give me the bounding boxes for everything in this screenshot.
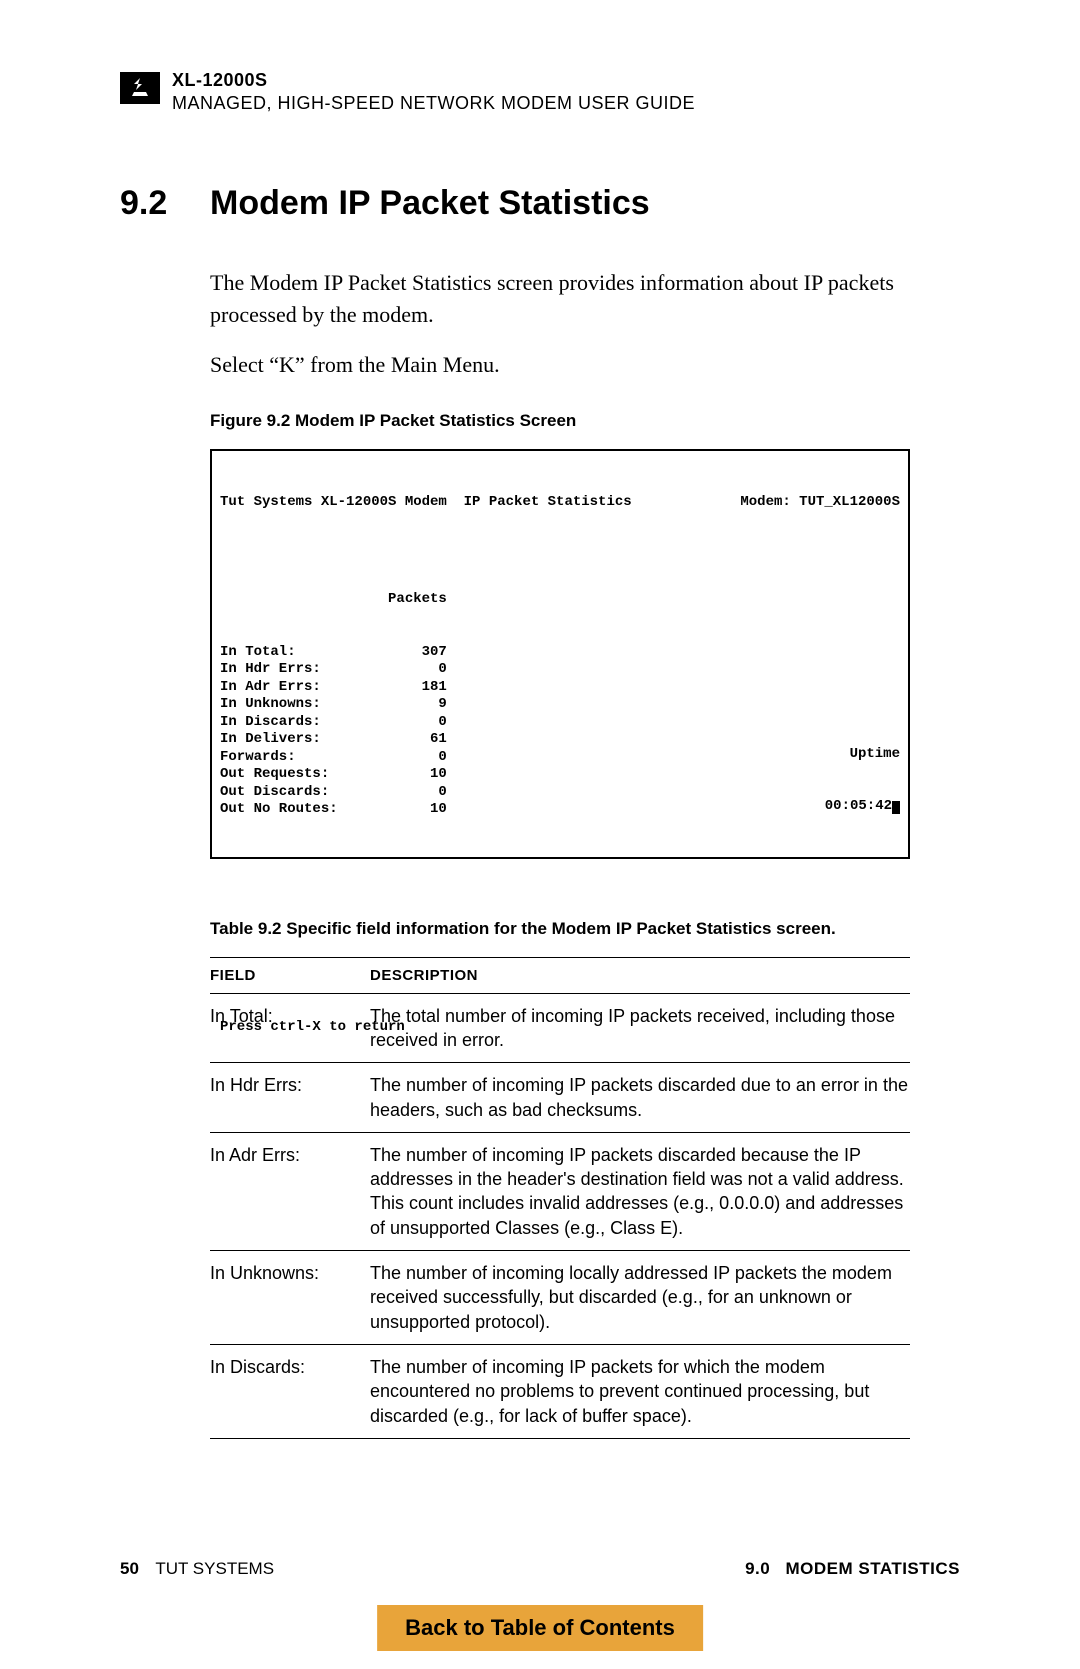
terminal-stat-row: Forwards: 0 (220, 749, 900, 767)
footer-section-name: MODEM STATISTICS (785, 1559, 960, 1578)
table-header-description: DESCRIPTION (370, 957, 910, 993)
terminal-stat-row: In Discards: 0 (220, 714, 900, 732)
footer-right: 9.0 MODEM STATISTICS (745, 1559, 960, 1579)
back-to-toc-link[interactable]: Back to Table of Contents (377, 1605, 703, 1651)
section-title: Modem IP Packet Statistics (210, 184, 650, 223)
footer-section-number: 9.0 (745, 1559, 770, 1578)
terminal-title-right: Modem: TUT_XL12000S (740, 494, 900, 512)
terminal-stat-row: Out Requests: 10 (220, 766, 900, 784)
body-paragraph-1: The Modem IP Packet Statistics screen pr… (210, 267, 960, 331)
footer-page-number: 50 (120, 1559, 139, 1578)
table-cell-description: The number of incoming locally addressed… (370, 1251, 910, 1345)
terminal-stat-row: In Total: 307 (220, 644, 900, 662)
table-row: In Adr Errs:The number of incoming IP pa… (210, 1132, 910, 1250)
terminal-title-left: Tut Systems XL-12000S Modem IP Packet St… (220, 494, 632, 512)
table-cell-field: In Discards: (210, 1344, 370, 1438)
terminal-stat-row: Out Discards: 0 (220, 784, 900, 802)
terminal-uptime-value: 00:05:42 (825, 798, 900, 816)
table-cell-description: The number of incoming IP packets for wh… (370, 1344, 910, 1438)
table-caption: Table 9.2 Specific field information for… (210, 919, 960, 939)
terminal-uptime-label: Uptime (825, 746, 900, 764)
terminal-uptime-block: Uptime 00:05:42 (825, 711, 900, 851)
body-paragraph-2: Select “K” from the Main Menu. (210, 349, 960, 381)
table-cell-field: In Adr Errs: (210, 1132, 370, 1250)
table-cell-field: In Unknowns: (210, 1251, 370, 1345)
table-header-row: FIELD DESCRIPTION (210, 957, 910, 993)
document-subtitle: MANAGED, HIGH-SPEED NETWORK MODEM USER G… (172, 93, 695, 114)
terminal-stat-row: In Unknowns: 9 (220, 696, 900, 714)
brand-icon (120, 72, 160, 104)
product-model: XL-12000S (172, 70, 695, 91)
footer-company: TUT SYSTEMS (155, 1559, 274, 1578)
page-footer: 50 TUT SYSTEMS 9.0 MODEM STATISTICS (120, 1559, 960, 1579)
section-number: 9.2 (120, 184, 210, 223)
table-cell-description: The number of incoming IP packets discar… (370, 1132, 910, 1250)
terminal-stat-row: In Delivers: 61 (220, 731, 900, 749)
terminal-column-header: Packets (220, 591, 900, 609)
table-row: In Discards:The number of incoming IP pa… (210, 1344, 910, 1438)
terminal-return-msg: Press ctrl-X to return (220, 1019, 900, 1037)
figure-caption: Figure 9.2 Modem IP Packet Statistics Sc… (210, 411, 960, 431)
section-heading: 9.2 Modem IP Packet Statistics (120, 184, 960, 223)
document-page: XL-12000S MANAGED, HIGH-SPEED NETWORK MO… (0, 0, 1080, 1669)
terminal-stat-row: Out No Routes: 10 (220, 801, 900, 819)
terminal-cursor (892, 801, 900, 814)
terminal-title-row: Tut Systems XL-12000S Modem IP Packet St… (220, 494, 900, 512)
terminal-stats-block: Packets In Total: 307In Hdr Errs: 0In Ad… (220, 556, 900, 854)
header-text-block: XL-12000S MANAGED, HIGH-SPEED NETWORK MO… (172, 70, 695, 114)
table-row: In Unknowns:The number of incoming local… (210, 1251, 910, 1345)
terminal-screenshot: Tut Systems XL-12000S Modem IP Packet St… (210, 449, 910, 859)
page-header: XL-12000S MANAGED, HIGH-SPEED NETWORK MO… (120, 70, 960, 114)
terminal-stat-row: In Hdr Errs: 0 (220, 661, 900, 679)
table-header-field: FIELD (210, 957, 370, 993)
terminal-stat-row: In Adr Errs: 181 (220, 679, 900, 697)
footer-left: 50 TUT SYSTEMS (120, 1559, 274, 1579)
terminal-stat-rows: In Total: 307In Hdr Errs: 0In Adr Errs: … (220, 644, 900, 819)
